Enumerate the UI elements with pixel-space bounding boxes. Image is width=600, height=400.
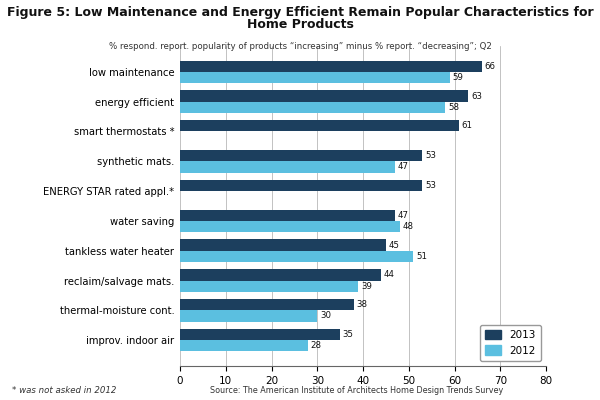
- Bar: [180, 102, 445, 113]
- Text: Source: The American Institute of Architects Home Design Trends Survey: Source: The American Institute of Archit…: [210, 386, 503, 395]
- Bar: [180, 239, 386, 251]
- Bar: [180, 60, 482, 72]
- Bar: [180, 210, 395, 221]
- Text: 38: 38: [356, 300, 368, 309]
- Text: 61: 61: [462, 121, 473, 130]
- Bar: [180, 310, 317, 322]
- Text: 44: 44: [384, 270, 395, 279]
- Bar: [180, 299, 354, 310]
- Text: 45: 45: [389, 240, 400, 250]
- Bar: [180, 340, 308, 352]
- Text: 28: 28: [311, 341, 322, 350]
- Text: 48: 48: [403, 222, 413, 231]
- Bar: [180, 280, 358, 292]
- Text: 30: 30: [320, 312, 331, 320]
- Text: 58: 58: [448, 103, 459, 112]
- Bar: [180, 221, 400, 232]
- Legend: 2013, 2012: 2013, 2012: [480, 325, 541, 361]
- Text: 51: 51: [416, 252, 427, 261]
- Text: 35: 35: [343, 330, 354, 339]
- Text: 66: 66: [485, 62, 496, 71]
- Text: Home Products: Home Products: [247, 18, 353, 31]
- Bar: [180, 72, 450, 83]
- Bar: [180, 150, 422, 161]
- Text: Figure 5: Low Maintenance and Energy Efficient Remain Popular Characteristics fo: Figure 5: Low Maintenance and Energy Eff…: [7, 6, 593, 19]
- Bar: [180, 161, 395, 173]
- Bar: [180, 90, 468, 102]
- Text: % respond. report. popularity of products “increasing” minus % report. “decreasi: % respond. report. popularity of product…: [109, 42, 491, 51]
- Bar: [180, 180, 422, 191]
- Bar: [180, 251, 413, 262]
- Text: 47: 47: [398, 211, 409, 220]
- Text: * was not asked in 2012: * was not asked in 2012: [12, 386, 116, 395]
- Text: 63: 63: [471, 92, 482, 100]
- Text: 53: 53: [425, 151, 436, 160]
- Text: 53: 53: [425, 181, 436, 190]
- Bar: [180, 329, 340, 340]
- Bar: [180, 269, 382, 280]
- Text: 47: 47: [398, 162, 409, 172]
- Bar: [180, 120, 459, 132]
- Text: 59: 59: [452, 73, 464, 82]
- Text: 39: 39: [361, 282, 372, 291]
